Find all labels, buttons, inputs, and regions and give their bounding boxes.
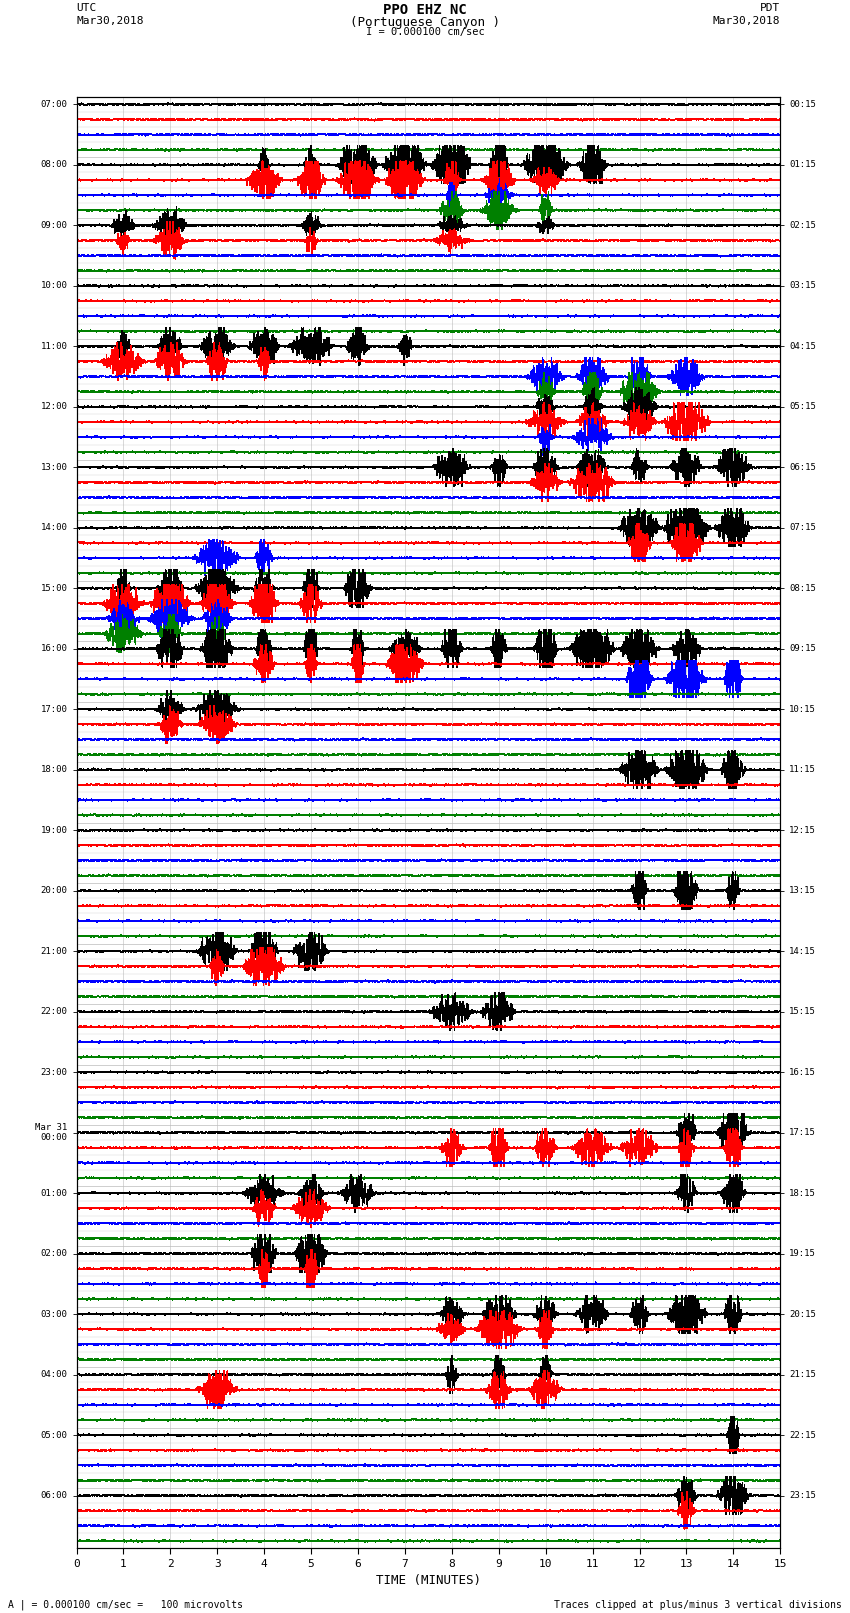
X-axis label: TIME (MINUTES): TIME (MINUTES) — [376, 1574, 481, 1587]
Text: UTC: UTC — [76, 3, 97, 13]
Text: Mar30,2018: Mar30,2018 — [713, 16, 780, 26]
Text: Traces clipped at plus/minus 3 vertical divisions: Traces clipped at plus/minus 3 vertical … — [553, 1600, 842, 1610]
Text: (Portuguese Canyon ): (Portuguese Canyon ) — [350, 16, 500, 29]
Text: Mar30,2018: Mar30,2018 — [76, 16, 144, 26]
Text: PPO EHZ NC: PPO EHZ NC — [383, 3, 467, 18]
Text: PDT: PDT — [760, 3, 780, 13]
Text: A | = 0.000100 cm/sec =   100 microvolts: A | = 0.000100 cm/sec = 100 microvolts — [8, 1598, 243, 1610]
Text: I = 0.000100 cm/sec: I = 0.000100 cm/sec — [366, 27, 484, 37]
